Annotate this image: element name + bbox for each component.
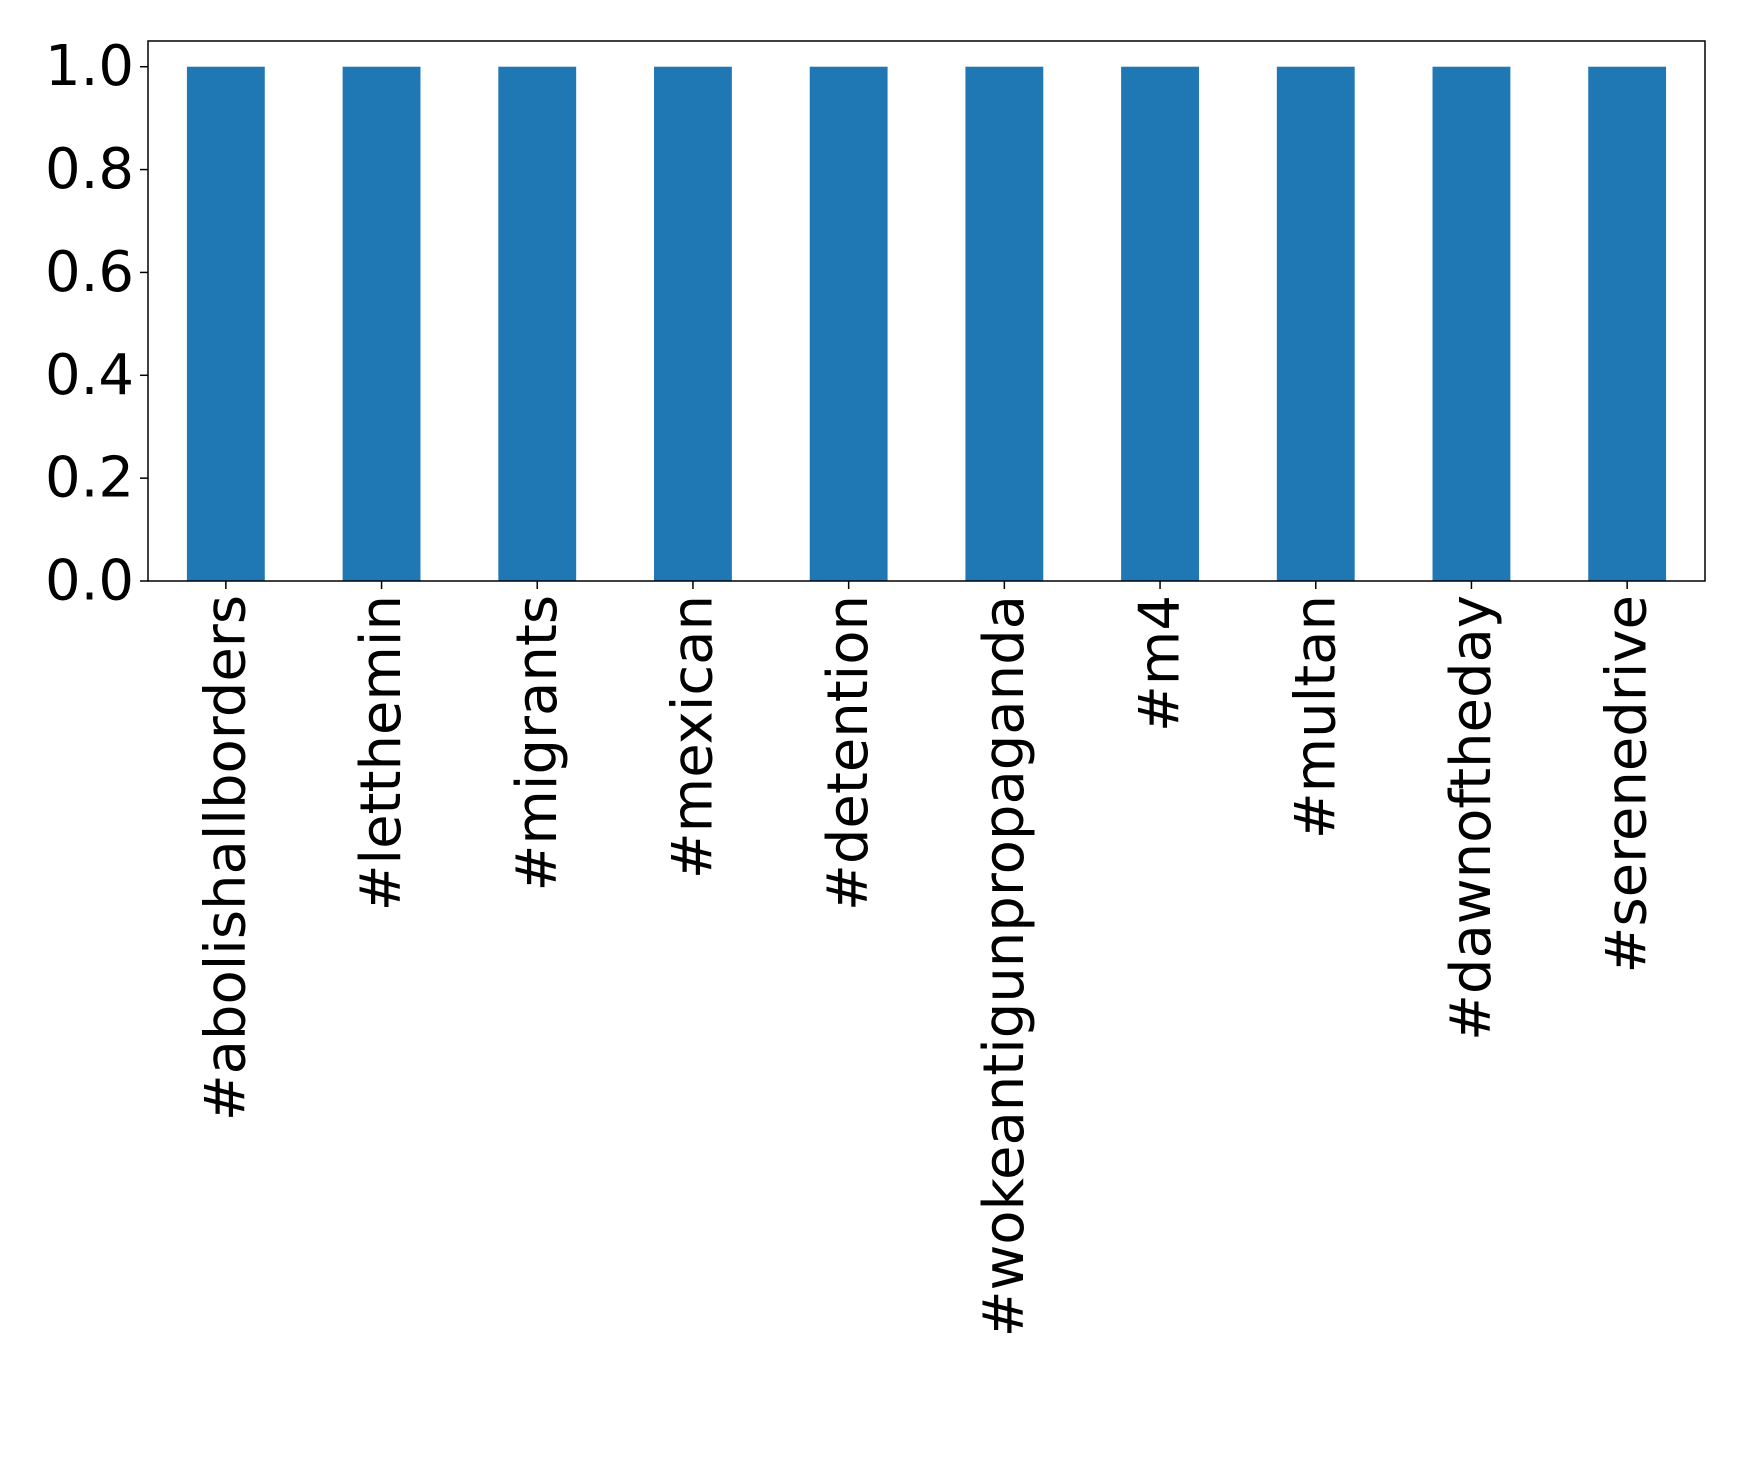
y-tick-label: 0.6	[45, 240, 134, 305]
bar-migrants	[498, 66, 577, 581]
x-tick-label: #detention	[816, 595, 881, 911]
y-tick-label: 0.4	[45, 343, 134, 408]
x-tick-label: #multan	[1283, 595, 1348, 839]
x-tick-label: #letthemin	[349, 595, 414, 911]
bar-wokeantigunpropaganda	[965, 66, 1044, 581]
y-tick-label: 0.2	[45, 446, 134, 511]
x-tick-label: #serenedrive	[1595, 595, 1660, 973]
bar-abolishallborders	[186, 66, 265, 581]
y-tick-label: 0.8	[45, 137, 134, 202]
x-tick-label: #abolishallborders	[193, 595, 258, 1121]
bars-layer	[186, 66, 1667, 581]
x-tick-label: #wokeantigunpropaganda	[972, 595, 1037, 1337]
bar-m4	[1121, 66, 1199, 581]
bar-multan	[1276, 66, 1355, 581]
bar-letthemin	[342, 66, 421, 581]
bar-mexican	[654, 66, 732, 581]
plot-frame	[147, 40, 1706, 582]
x-tick-label: #migrants	[505, 595, 570, 892]
bar-detention	[809, 66, 888, 581]
y-axis: 0.0 0.2 0.4 0.6 0.8 1.0	[45, 34, 148, 614]
x-tick-label: #dawnoftheday	[1439, 595, 1504, 1041]
x-axis: #abolishallborders #letthemin #migrants #me…	[193, 581, 1660, 1337]
x-tick-label: #m4	[1128, 595, 1193, 732]
x-tick-label: #mexican	[660, 595, 725, 879]
y-tick-label: 0.0	[45, 549, 134, 614]
bar-dawnoftheday	[1432, 66, 1511, 581]
y-tick-label: 1.0	[45, 34, 134, 99]
bar-serenedrive	[1588, 66, 1667, 581]
